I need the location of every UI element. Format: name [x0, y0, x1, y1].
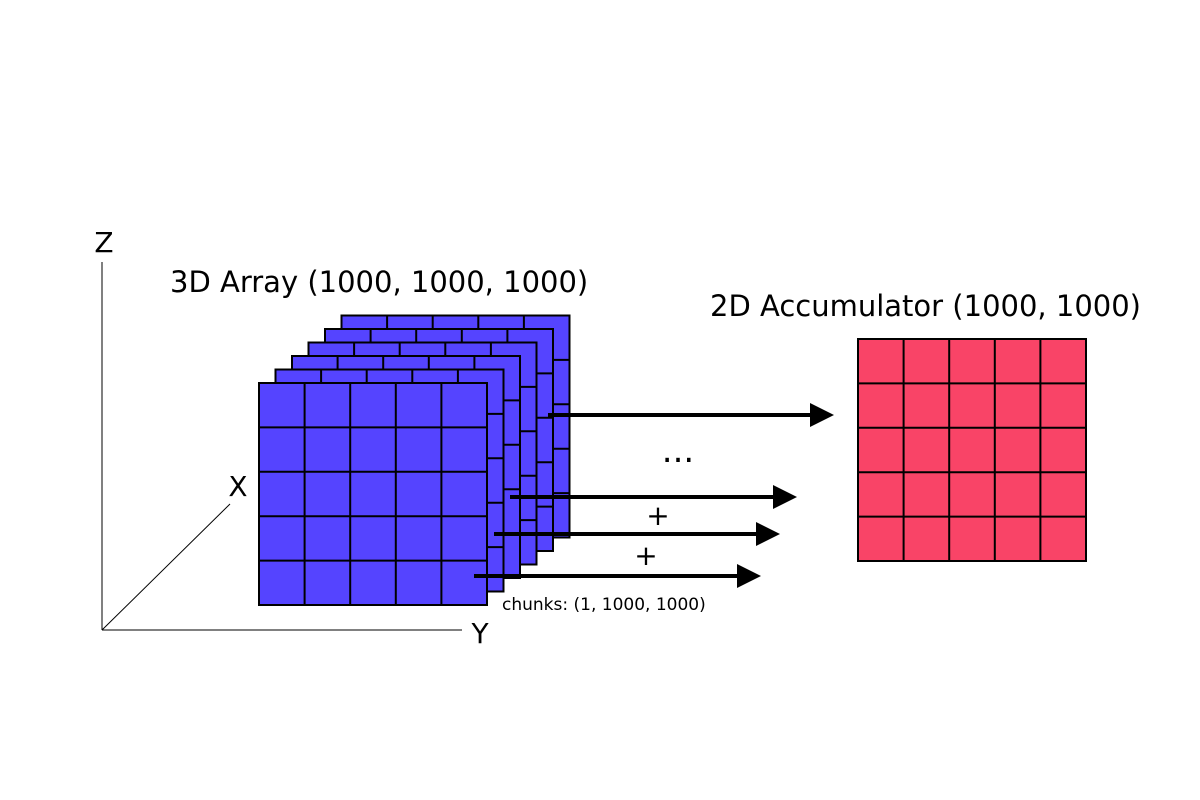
array-slice-1	[258, 382, 488, 606]
y-axis-label: Y	[470, 617, 489, 650]
x-axis-line	[101, 503, 231, 631]
accumulator-2d-grid	[857, 338, 1087, 562]
plus-sign-lower: +	[634, 539, 657, 572]
accumulator-cells	[857, 338, 1087, 562]
accumulator-2d-title: 2D Accumulator (1000, 1000)	[710, 289, 1141, 323]
array-3d-title: 3D Array (1000, 1000, 1000)	[170, 265, 588, 299]
chunks-label: chunks: (1, 1000, 1000)	[502, 595, 706, 615]
ellipsis-text: ...	[662, 431, 694, 471]
plus-sign-upper: +	[646, 499, 669, 532]
x-axis-label: X	[228, 470, 247, 503]
array-slice-1-frame	[258, 382, 488, 606]
z-axis-label: Z	[94, 226, 113, 259]
array-3d-stack	[258, 314, 571, 606]
axes: Z X Y	[94, 226, 489, 650]
arrows	[474, 403, 834, 588]
accumulator-cells-frame	[857, 338, 1087, 562]
